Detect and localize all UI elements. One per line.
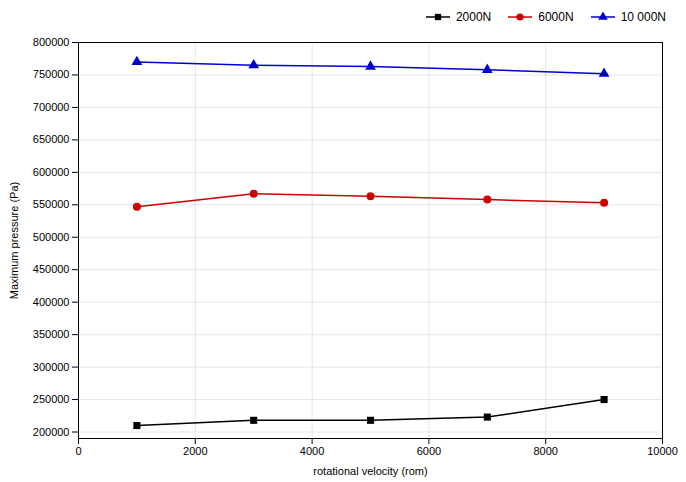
- svg-text:400000: 400000: [33, 296, 70, 308]
- svg-text:200000: 200000: [33, 426, 70, 438]
- svg-text:Maximum pressure (Pa): Maximum pressure (Pa): [8, 182, 20, 299]
- html-text:10 000N: 10 000N: [620, 10, 666, 24]
- svg-text:450000: 450000: [33, 263, 70, 275]
- svg-text:8000: 8000: [533, 445, 557, 457]
- html-text:6000N: 6000N: [538, 10, 574, 24]
- svg-text:0: 0: [75, 445, 81, 457]
- svg-text:300000: 300000: [33, 361, 70, 373]
- svg-text:250000: 250000: [33, 393, 70, 405]
- svg-text:6000: 6000: [417, 445, 441, 457]
- svg-text:750000: 750000: [33, 68, 70, 80]
- svg-text:2000: 2000: [183, 445, 207, 457]
- svg-text:10000: 10000: [647, 445, 678, 457]
- svg-text:550000: 550000: [33, 198, 70, 210]
- svg-text:700000: 700000: [33, 101, 70, 113]
- svg-text:350000: 350000: [33, 328, 70, 340]
- svg-text:800000: 800000: [33, 36, 70, 48]
- svg-text:4000: 4000: [300, 445, 324, 457]
- html-text:2000N: 2000N: [455, 10, 492, 24]
- svg-text:600000: 600000: [33, 166, 70, 178]
- svg-text:rotational velocity (rom): rotational velocity (rom): [313, 465, 427, 477]
- svg-text:650000: 650000: [33, 133, 70, 145]
- svg-text:500000: 500000: [33, 231, 70, 243]
